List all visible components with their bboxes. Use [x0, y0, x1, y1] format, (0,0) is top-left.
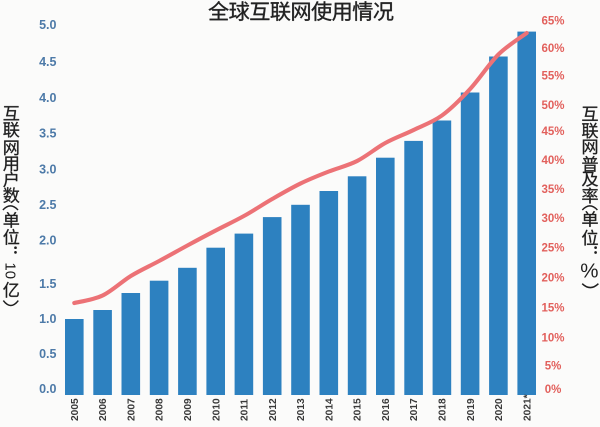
- svg-text:0.0: 0.0: [39, 382, 56, 396]
- svg-text:3.0: 3.0: [39, 162, 56, 176]
- svg-text:2011: 2011: [240, 399, 251, 421]
- svg-text:10%: 10%: [541, 333, 564, 345]
- svg-text:1.5: 1.5: [39, 277, 56, 291]
- svg-text:35%: 35%: [541, 184, 564, 196]
- svg-text:0%: 0%: [545, 384, 562, 396]
- svg-text:2014: 2014: [324, 398, 335, 421]
- svg-text:15%: 15%: [541, 303, 564, 315]
- svg-text:30%: 30%: [541, 213, 564, 225]
- svg-text:2006: 2006: [98, 398, 109, 421]
- svg-text:2016: 2016: [381, 398, 392, 421]
- svg-text:40%: 40%: [541, 155, 564, 167]
- svg-text:2009: 2009: [183, 398, 194, 421]
- svg-text:4.5: 4.5: [39, 55, 56, 69]
- svg-text:2017: 2017: [409, 398, 420, 421]
- svg-text:2020: 2020: [494, 398, 505, 421]
- svg-text:1.0: 1.0: [39, 312, 56, 326]
- svg-text:10: 10: [1, 262, 18, 279]
- svg-text:60%: 60%: [541, 43, 564, 55]
- svg-text:2021*: 2021*: [522, 394, 533, 421]
- svg-text:2010: 2010: [211, 398, 222, 421]
- svg-text:%: %: [580, 260, 598, 283]
- svg-text:2012: 2012: [268, 398, 279, 421]
- svg-text:2005: 2005: [70, 398, 81, 421]
- svg-text:0.5: 0.5: [39, 347, 56, 361]
- svg-text:2015: 2015: [353, 398, 364, 421]
- svg-text:5.0: 5.0: [39, 18, 56, 32]
- svg-text:2008: 2008: [155, 398, 166, 421]
- svg-text:50%: 50%: [541, 100, 564, 112]
- svg-text:5%: 5%: [545, 361, 562, 373]
- svg-text:4.0: 4.0: [39, 91, 56, 105]
- svg-text:25%: 25%: [541, 243, 564, 255]
- svg-text:2019: 2019: [466, 398, 477, 421]
- svg-text:45%: 45%: [541, 126, 564, 138]
- svg-text:2007: 2007: [126, 398, 137, 421]
- svg-text:55%: 55%: [541, 71, 564, 83]
- svg-text:20%: 20%: [541, 273, 564, 285]
- svg-text:2.0: 2.0: [39, 234, 56, 248]
- svg-text:2013: 2013: [296, 398, 307, 421]
- svg-text:3.5: 3.5: [39, 126, 56, 140]
- svg-text:65%: 65%: [541, 15, 564, 27]
- svg-text:2018: 2018: [438, 398, 449, 421]
- svg-text:2.5: 2.5: [39, 198, 56, 212]
